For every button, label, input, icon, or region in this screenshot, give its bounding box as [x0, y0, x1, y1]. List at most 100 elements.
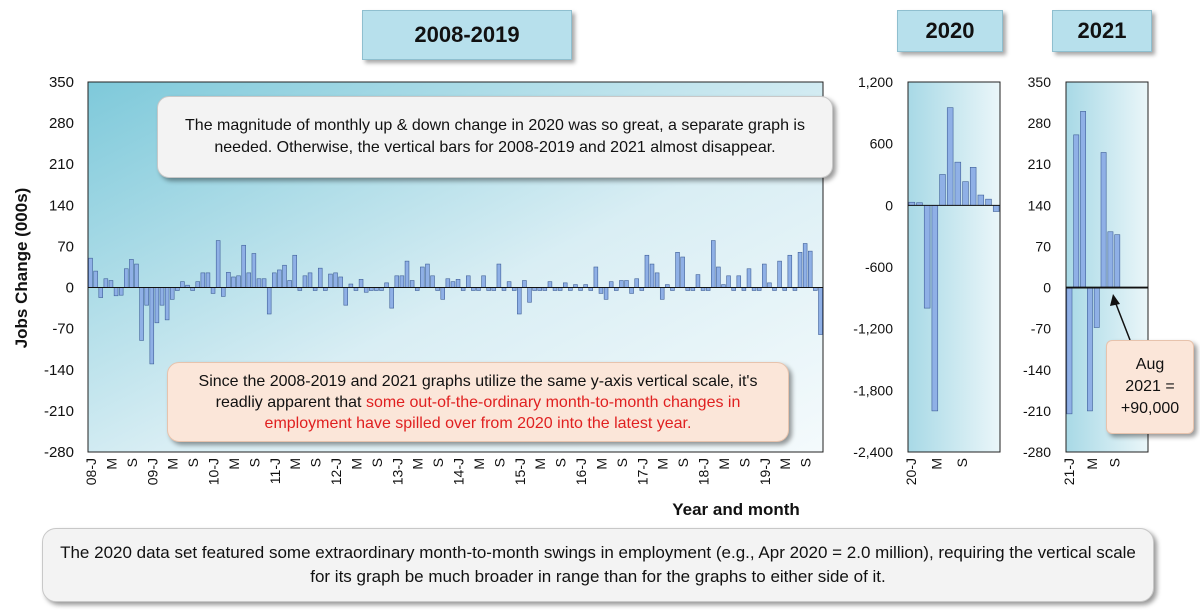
bar — [629, 287, 634, 294]
note-middle: Since the 2008-2019 and 2021 graphs util… — [167, 362, 789, 442]
y-tick-label: -280 — [1023, 444, 1051, 460]
x-tick-label: S — [614, 458, 630, 467]
note-bottom: The 2020 data set featured some extraord… — [42, 528, 1154, 602]
bar — [226, 271, 231, 288]
bar — [608, 281, 614, 288]
x-tick-label: S — [798, 458, 814, 467]
bar — [124, 268, 129, 288]
bar — [818, 287, 823, 335]
x-tick-label: S — [1107, 458, 1123, 467]
x-tick-label: 21-J — [1061, 458, 1077, 485]
bar — [440, 287, 445, 300]
note-top-text: The magnitude of monthly up & down chang… — [185, 117, 805, 156]
bar — [154, 287, 160, 324]
note-top: The magnitude of monthly up & down chang… — [157, 96, 833, 178]
bar — [231, 276, 236, 288]
bar — [767, 282, 772, 288]
bar — [619, 280, 624, 288]
x-tick-label: S — [553, 458, 569, 467]
bar — [348, 283, 354, 288]
x-tick-label: S — [736, 458, 752, 467]
y-tick-label: 600 — [870, 136, 894, 152]
bar — [108, 280, 114, 288]
bar — [266, 287, 272, 315]
y-tick-label: 0 — [66, 280, 74, 297]
x-tick-label: M — [165, 458, 181, 470]
x-tick-label: M — [532, 458, 548, 470]
bar — [624, 280, 629, 288]
note-aug-line1: Aug — [1135, 356, 1165, 373]
bar — [797, 252, 803, 288]
x-tick-label: S — [308, 458, 324, 467]
bar — [236, 275, 241, 288]
bar — [634, 278, 639, 288]
bar — [277, 269, 282, 288]
y-tick-label: 210 — [1028, 156, 1052, 172]
note-aug-text: Aug 2021 = +90,000 — [1121, 354, 1179, 420]
bar — [977, 194, 985, 206]
bar — [149, 287, 155, 365]
bar — [93, 270, 98, 288]
bar — [425, 263, 430, 288]
x-tick-label: M — [471, 458, 487, 470]
bar — [659, 287, 665, 300]
x-tick-label: M — [777, 458, 793, 470]
bar — [946, 107, 954, 206]
bar — [985, 198, 992, 206]
bar — [343, 287, 349, 306]
bar — [1066, 287, 1073, 415]
plot-area — [907, 81, 1001, 453]
bar — [1073, 134, 1080, 288]
x-tick-label: M — [287, 458, 303, 470]
bar — [939, 174, 946, 206]
x-tick-label: S — [246, 458, 262, 467]
y-tick-label: 210 — [49, 156, 74, 173]
bar — [384, 282, 389, 288]
y-tick-label: -140 — [1023, 362, 1051, 378]
bar — [404, 260, 410, 288]
note-aug: Aug 2021 = +90,000 — [1106, 340, 1194, 434]
bar — [272, 272, 277, 288]
bar — [159, 287, 165, 306]
y-axis-title: Jobs Change (000s) — [12, 188, 31, 349]
bar — [98, 287, 103, 298]
bar — [164, 287, 170, 321]
bar — [675, 252, 680, 288]
bar — [134, 263, 139, 288]
bar — [992, 205, 1000, 212]
y-tick-label: -280 — [44, 444, 74, 461]
bar — [726, 275, 731, 288]
x-tick-label: M — [593, 458, 609, 470]
bar — [169, 287, 175, 300]
y-tick-label: 1,200 — [858, 74, 893, 90]
bar — [210, 287, 216, 294]
x-tick-label: 20-J — [903, 458, 919, 485]
bar — [409, 280, 415, 288]
bar — [522, 280, 527, 288]
bar — [333, 272, 338, 288]
y-tick-label: 140 — [1028, 197, 1052, 213]
bar — [420, 266, 425, 288]
x-tick-label: S — [491, 458, 507, 467]
bar — [969, 167, 977, 206]
bar — [777, 260, 782, 288]
bar — [695, 274, 701, 288]
bar — [593, 266, 599, 288]
bar — [129, 259, 134, 288]
bar — [506, 281, 512, 288]
x-tick-label: 10-J — [206, 458, 222, 485]
bar — [118, 287, 124, 296]
y-tick-label: -1,800 — [853, 382, 893, 398]
bar — [307, 272, 313, 288]
x-tick-label: S — [675, 458, 691, 467]
panel-title-2020: 2020 — [897, 10, 1003, 52]
y-tick-label: 280 — [49, 115, 74, 132]
bar — [455, 279, 461, 288]
bar — [256, 278, 262, 288]
x-tick-label: 16-J — [573, 458, 589, 485]
bar — [466, 275, 471, 288]
x-tick-label: M — [1084, 458, 1100, 470]
x-tick-label: 19-J — [757, 458, 773, 485]
y-tick-label: -70 — [1031, 321, 1051, 337]
x-axis-title: Year and month — [672, 500, 800, 519]
